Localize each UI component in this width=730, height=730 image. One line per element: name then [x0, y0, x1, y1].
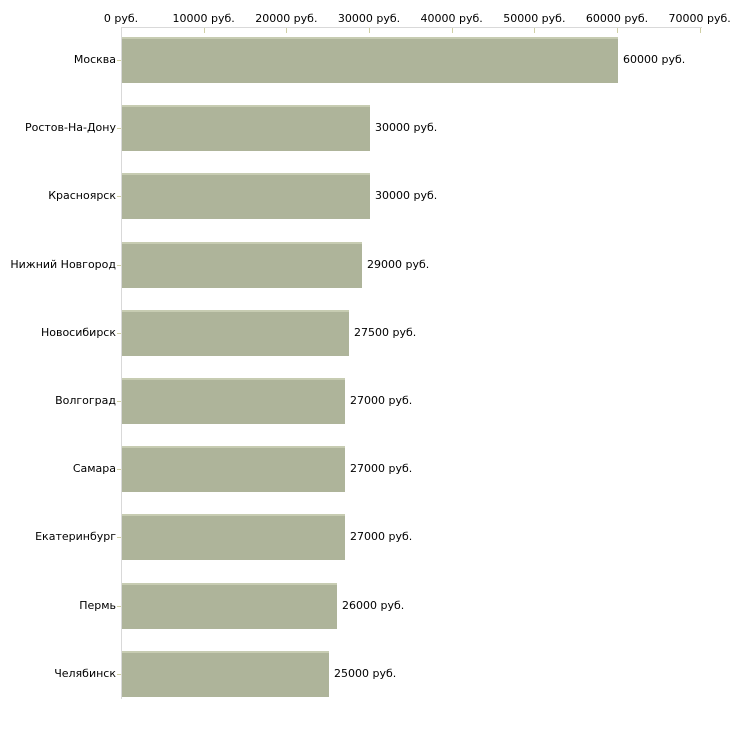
bar-10 — [122, 651, 329, 697]
x-axis-tick-label: 20000 руб. — [255, 12, 318, 25]
x-axis-tick-mark — [534, 28, 535, 33]
x-axis-tick-mark — [369, 28, 370, 33]
bar-value-label: 27000 руб. — [350, 462, 413, 475]
y-axis-tick-mark — [117, 60, 121, 61]
category-label: Самара — [72, 462, 116, 475]
bar-8 — [122, 514, 345, 560]
x-axis-tick-label: 60000 руб. — [585, 12, 649, 25]
x-axis-tick-label: 40000 руб. — [420, 12, 483, 25]
category-label: Ростов-На-Дону — [24, 121, 116, 134]
y-axis-tick-mark — [117, 674, 121, 675]
x-axis-tick-mark — [452, 28, 453, 33]
y-axis-tick-mark — [117, 401, 121, 402]
x-axis-tick-label: 10000 руб. — [172, 12, 235, 25]
bar-value-label: 25000 руб. — [334, 667, 397, 680]
x-axis-tick-label: 0 руб. — [103, 12, 139, 25]
bar-7 — [122, 446, 345, 492]
bar-value-label: 27500 руб. — [354, 326, 417, 339]
x-axis-tick-label: 70000 руб. — [668, 12, 730, 25]
x-axis-tick-label: 30000 руб. — [337, 12, 401, 25]
bar-value-label: 60000 руб. — [623, 53, 686, 66]
x-axis-tick-mark — [204, 28, 205, 33]
bar-5 — [122, 310, 349, 356]
bar-4 — [122, 242, 362, 288]
category-label: Пермь — [79, 599, 116, 612]
category-label: Челябинск — [54, 667, 116, 680]
category-label: Новосибирск — [40, 326, 116, 339]
x-axis-line — [121, 27, 702, 28]
y-axis-tick-mark — [117, 265, 121, 266]
y-axis-tick-mark — [117, 196, 121, 197]
bar-2 — [122, 105, 370, 151]
y-axis-tick-mark — [117, 537, 121, 538]
x-axis-tick-mark — [617, 28, 618, 33]
category-label: Волгоград — [55, 394, 116, 407]
category-label: Красноярск — [48, 189, 116, 202]
bar-value-label: 27000 руб. — [350, 530, 413, 543]
y-axis-tick-mark — [117, 469, 121, 470]
y-axis-tick-mark — [117, 606, 121, 607]
bar-value-label: 30000 руб. — [375, 121, 438, 134]
bar-1 — [122, 37, 618, 83]
category-label: Москва — [73, 53, 116, 66]
bar-value-label: 30000 руб. — [375, 189, 438, 202]
y-axis-line — [121, 27, 122, 699]
bar-9 — [122, 583, 337, 629]
bar-3 — [122, 173, 370, 219]
category-label: Екатеринбург — [35, 530, 116, 543]
bar-value-label: 29000 руб. — [367, 258, 430, 271]
x-axis-tick-mark — [700, 28, 701, 33]
bar-value-label: 27000 руб. — [350, 394, 413, 407]
y-axis-tick-mark — [117, 128, 121, 129]
x-axis-tick-mark — [286, 28, 287, 33]
bar-6 — [122, 378, 345, 424]
category-label: Нижний Новгород — [10, 258, 116, 271]
x-axis-tick-label: 50000 руб. — [503, 12, 566, 25]
y-axis-tick-mark — [117, 333, 121, 334]
bar-value-label: 26000 руб. — [342, 599, 405, 612]
